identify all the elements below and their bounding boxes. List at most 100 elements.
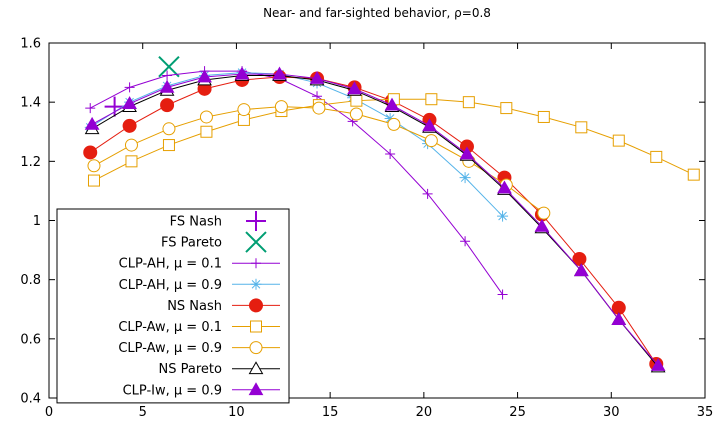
data-point-circle-open — [124, 138, 138, 152]
series-line — [89, 76, 657, 365]
legend-label: CLP-Aw, μ = 0.9 — [118, 341, 222, 356]
data-point-square — [350, 94, 363, 107]
data-point-triangle-filled — [347, 81, 362, 95]
series-0 — [104, 96, 125, 117]
data-point-plus — [385, 148, 396, 159]
data-point-triangle-filled — [248, 382, 264, 396]
data-point-circle — [122, 118, 137, 133]
x-tick-label: 10 — [228, 405, 245, 420]
x-tick-label: 15 — [322, 405, 339, 420]
legend-label: NS Nash — [167, 299, 222, 314]
data-point-circle-open — [199, 110, 213, 124]
data-point-plus — [85, 103, 96, 114]
data-point-square — [687, 168, 700, 181]
data-point-triangle-filled — [573, 263, 589, 277]
data-point-triangle-filled — [422, 118, 437, 132]
chart-title: Near- and far-sighted behavior, ρ=0.8 — [263, 6, 491, 20]
x-tick-label: 0 — [45, 405, 53, 420]
data-point-square — [162, 139, 175, 152]
data-point-square — [462, 96, 475, 109]
legend-label: CLP-AH, μ = 0.1 — [119, 257, 222, 272]
data-point-circle-open — [424, 134, 438, 148]
legend-label: CLP-Iw, μ = 0.9 — [123, 383, 222, 398]
data-point-square — [237, 113, 250, 126]
data-point-square — [575, 121, 588, 134]
data-point-circle-open — [162, 122, 176, 136]
series-line — [91, 73, 659, 366]
legend-item: CLP-Iw, μ = 0.9 — [123, 382, 280, 398]
data-point-square — [200, 125, 213, 138]
data-point-circle-open — [387, 117, 401, 131]
data-point-plus — [124, 82, 135, 93]
legend-label: CLP-Aw, μ = 0.1 — [118, 320, 222, 335]
data-point-triangle-filled — [611, 312, 627, 325]
data-point-asterisk — [497, 210, 509, 222]
data-point-plus — [422, 188, 433, 199]
plot-area — [83, 55, 700, 373]
data-point-circle — [160, 98, 175, 113]
y-tick-label: 1.4 — [20, 96, 41, 111]
series-line — [90, 70, 503, 295]
legend-label: FS Nash — [170, 215, 222, 230]
data-point-plus — [497, 289, 508, 300]
data-point-plus — [162, 70, 173, 81]
legend-label: CLP-AH, μ = 0.9 — [119, 278, 222, 293]
y-tick-label: 1 — [33, 214, 41, 229]
data-point-circle-open — [87, 159, 101, 173]
x-tick-label: 20 — [416, 405, 433, 420]
data-point-square — [125, 155, 138, 168]
data-point-circle-open — [349, 107, 363, 121]
data-point-plus — [104, 96, 125, 117]
legend: FS Nash FS Pareto CLP-AH, μ = 0.1 CLP-AH, μ… — [56, 208, 290, 404]
data-point-square — [87, 174, 100, 187]
x-tick-label: 25 — [509, 405, 526, 420]
x-tick-label: 35 — [697, 405, 714, 420]
data-point-circle-open — [237, 103, 251, 117]
data-point-cross — [245, 231, 267, 253]
data-point-triangle-filled — [459, 146, 475, 160]
x-tick-label: 30 — [603, 405, 620, 420]
legend-item: CLP-AH, μ = 0.9 — [119, 278, 280, 293]
data-point-triangle-filled — [384, 97, 400, 111]
series-line — [89, 72, 503, 217]
data-point-plus — [460, 236, 471, 247]
legend-item: FS Nash — [170, 211, 266, 231]
data-point-square — [612, 134, 625, 147]
data-point-circle-open — [312, 101, 326, 115]
y-tick-label: 1.2 — [20, 155, 41, 170]
data-point-asterisk — [459, 172, 471, 184]
data-point-asterisk — [384, 112, 396, 124]
series-8 — [84, 66, 666, 371]
legend-item: CLP-Aw, μ = 0.9 — [118, 341, 280, 356]
data-point-circle-open — [274, 100, 288, 114]
data-point-asterisk — [250, 278, 262, 290]
axes: 0 5 10 15 20 25 30 35 0.4 0.6 0.8 1 1.2 1.4 1.6 — [20, 37, 713, 421]
series-3 — [84, 67, 509, 222]
data-point-triangle-filled — [234, 66, 250, 80]
data-point-triangle-filled — [534, 218, 550, 232]
data-point-triangle-filled — [84, 116, 100, 130]
data-point-triangle-filled — [122, 96, 137, 110]
series-line — [93, 106, 545, 214]
data-point-square — [537, 110, 550, 123]
data-point-triangle-filled — [309, 70, 325, 84]
series-1 — [158, 55, 180, 78]
legend-label: NS Pareto — [159, 362, 222, 377]
data-point-circle — [249, 298, 263, 313]
y-tick-label: 0.8 — [20, 273, 41, 288]
data-point-square — [500, 102, 513, 115]
data-point-triangle-filled — [197, 69, 212, 83]
data-point-triangle-filled — [272, 66, 287, 80]
data-point-circle-open — [249, 341, 263, 355]
data-point-circle — [83, 145, 98, 160]
data-point-square — [650, 150, 663, 163]
data-point-square — [425, 93, 438, 106]
data-point-circle — [572, 251, 587, 266]
legend-label: FS Pareto — [161, 236, 222, 251]
data-point-triangle-filled — [650, 357, 666, 371]
y-tick-label: 0.6 — [20, 332, 41, 347]
legend-item: CLP-AH, μ = 0.1 — [119, 257, 280, 272]
x-tick-label: 5 — [139, 405, 147, 420]
data-point-triangle-filled — [497, 180, 512, 194]
